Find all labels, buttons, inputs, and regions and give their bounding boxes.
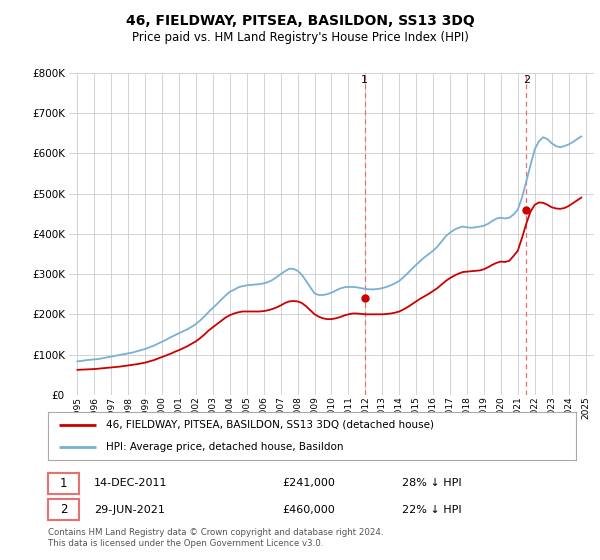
Text: Contains HM Land Registry data © Crown copyright and database right 2024.
This d: Contains HM Land Registry data © Crown c…	[48, 528, 383, 548]
Text: 2: 2	[60, 503, 67, 516]
Text: 46, FIELDWAY, PITSEA, BASILDON, SS13 3DQ: 46, FIELDWAY, PITSEA, BASILDON, SS13 3DQ	[125, 14, 475, 28]
Text: 28% ↓ HPI: 28% ↓ HPI	[402, 478, 461, 488]
Text: Price paid vs. HM Land Registry's House Price Index (HPI): Price paid vs. HM Land Registry's House …	[131, 31, 469, 44]
Text: 1: 1	[60, 477, 67, 490]
Text: HPI: Average price, detached house, Basildon: HPI: Average price, detached house, Basi…	[106, 442, 344, 452]
Text: £241,000: £241,000	[282, 478, 335, 488]
Text: 22% ↓ HPI: 22% ↓ HPI	[402, 505, 461, 515]
Text: 29-JUN-2021: 29-JUN-2021	[94, 505, 165, 515]
Text: 46, FIELDWAY, PITSEA, BASILDON, SS13 3DQ (detached house): 46, FIELDWAY, PITSEA, BASILDON, SS13 3DQ…	[106, 420, 434, 430]
Text: 2: 2	[523, 75, 530, 85]
Text: £460,000: £460,000	[282, 505, 335, 515]
Text: 1: 1	[361, 75, 368, 85]
Text: 14-DEC-2011: 14-DEC-2011	[94, 478, 168, 488]
